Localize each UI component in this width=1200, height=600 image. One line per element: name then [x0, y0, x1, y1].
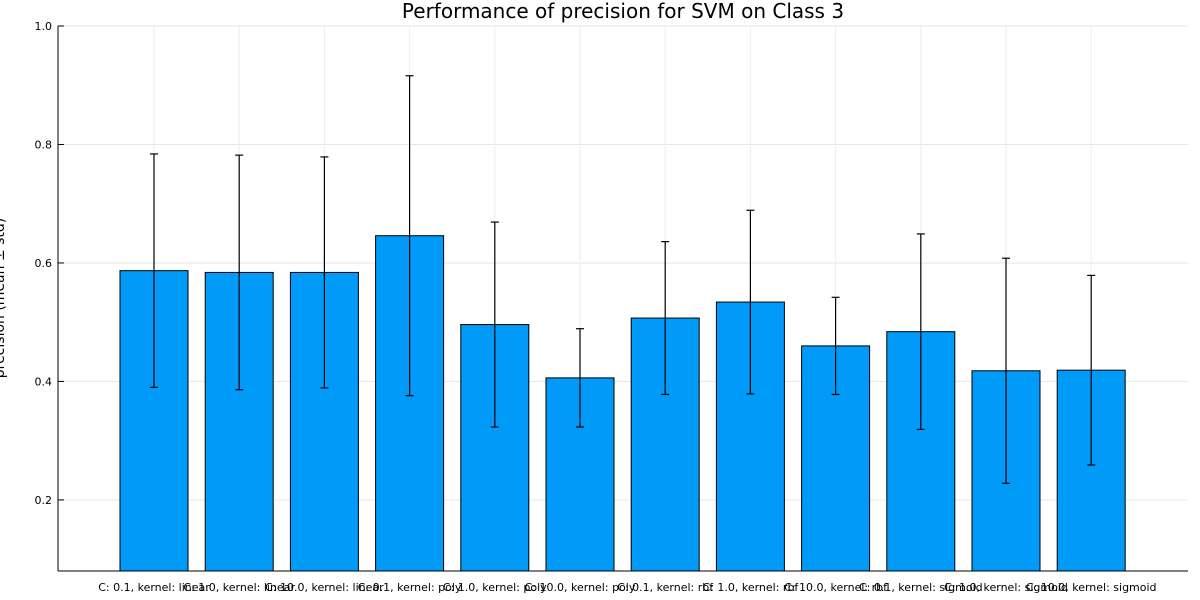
y-tick-label: 0.8	[35, 138, 53, 151]
chart-title: Performance of precision for SVM on Clas…	[402, 0, 844, 23]
error-bar	[490, 221, 499, 428]
y-tick-label: 0.2	[35, 494, 53, 507]
error-bar	[235, 154, 244, 391]
x-tick-label: C: 1.0, kernel: rbf	[702, 581, 799, 594]
x-tick-label: C: 10.0, kernel: rbf	[784, 581, 888, 594]
error-bars	[150, 75, 1096, 484]
x-tick-label: C: 0.1, kernel: sigmoid	[859, 581, 983, 594]
error-bar	[576, 328, 584, 428]
error-bar	[661, 241, 670, 396]
error-bar	[746, 209, 755, 395]
error-bar	[320, 156, 329, 389]
x-tick-label: C: 0.1, kernel: poly	[358, 581, 462, 594]
y-axis-label: precision (mean ± std)	[0, 218, 8, 379]
x-tick-label: C: 1.0, kernel: sigmoid	[944, 581, 1068, 594]
bars	[119, 235, 1126, 572]
x-tick-label: C: 0.1, kernel: linear	[98, 581, 210, 594]
x-tick-label: C: 10.0, kernel: linear	[265, 581, 384, 594]
y-tick-label: 1.0	[35, 20, 53, 33]
y-tick-labels: 0.2 0.4 0.6 0.8 1.0	[35, 20, 64, 507]
error-bar	[405, 75, 414, 397]
error-bar	[916, 233, 925, 431]
x-tick-label: C: 10.0, kernel: sigmoid	[1026, 581, 1157, 594]
y-tick-label: 0.6	[35, 257, 53, 270]
error-bar	[150, 153, 158, 388]
y-tick-label: 0.4	[35, 375, 53, 388]
x-tick-label: C: 1.0, kernel: poly	[443, 581, 547, 594]
x-tick-label: C: 10.0, kernel: poly	[525, 581, 636, 594]
error-bar	[1087, 274, 1096, 466]
x-tick-label: C: 0.1, kernel: rbf	[617, 581, 714, 594]
x-tick-label: C: 1.0, kernel: linear	[183, 581, 295, 594]
error-bar	[831, 296, 840, 396]
error-bar	[1002, 257, 1010, 484]
